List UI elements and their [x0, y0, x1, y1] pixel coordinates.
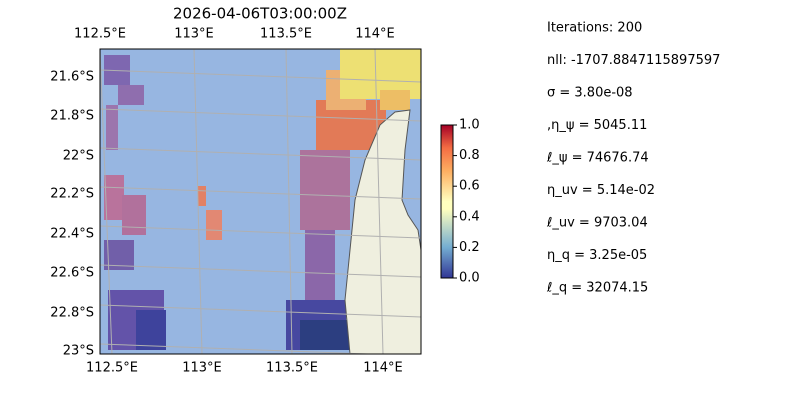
stat-line: η_q = 3.25e-05	[547, 248, 647, 263]
colorbar-label: 0.2	[459, 240, 480, 255]
stat-line: ℓ_ψ = 74676.74	[546, 151, 649, 166]
colorbar-label: 1.0	[459, 118, 480, 133]
colorbar-label: 0.8	[459, 148, 480, 163]
x-label-top: 113.5°E	[260, 27, 312, 42]
y-label: 22.2°S	[50, 187, 94, 202]
x-label-bottom: 113°E	[182, 361, 222, 376]
map-frame	[99, 48, 422, 355]
stat-line: η_uv = 5.14e-02	[547, 183, 655, 198]
x-label-bottom: 114°E	[363, 361, 403, 376]
stat-line: ℓ_uv = 9703.04	[546, 216, 648, 231]
map	[100, 49, 421, 354]
x-label-bottom: 113.5°E	[266, 361, 318, 376]
stat-line: ℓ_q = 32074.15	[546, 281, 648, 296]
y-label: 21.8°S	[50, 109, 94, 124]
colorbar	[440, 124, 454, 279]
stat-line: Iterations: 200	[547, 21, 642, 36]
stat-line: nll: -1707.8847115897597	[547, 53, 720, 68]
colorbar-label: 0.4	[459, 209, 480, 224]
y-label: 22.4°S	[50, 227, 94, 242]
colorbar-label: 0.6	[459, 179, 480, 194]
y-label: 22.6°S	[50, 266, 94, 281]
colorbar-label: 0.0	[459, 271, 480, 286]
stat-line: σ = 3.80e-08	[547, 86, 633, 101]
map-title: 2026-04-06T03:00:00Z	[173, 5, 347, 23]
y-label: 23°S	[63, 344, 94, 359]
y-label: 22°S	[63, 149, 94, 164]
y-label: 21.6°S	[50, 70, 94, 85]
x-label-bottom: 112.5°E	[86, 361, 138, 376]
y-label: 22.8°S	[50, 306, 94, 321]
x-label-top: 112.5°E	[74, 27, 126, 42]
x-label-top: 113°E	[174, 27, 214, 42]
stat-line: ,η_ψ = 5045.11	[547, 118, 647, 133]
x-label-top: 114°E	[355, 27, 395, 42]
